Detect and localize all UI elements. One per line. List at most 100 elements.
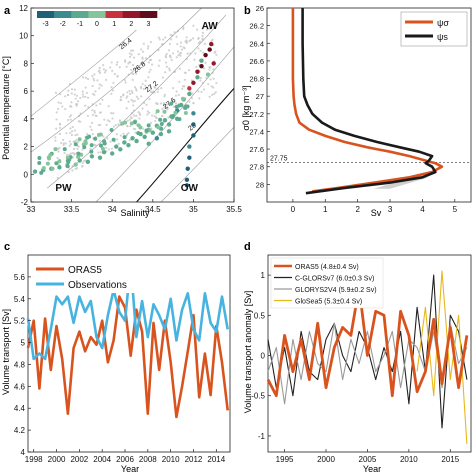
background-point	[145, 86, 148, 89]
data-point	[191, 80, 196, 86]
background-point	[129, 124, 132, 128]
y-tick-label: 0	[261, 352, 266, 361]
data-point	[184, 183, 190, 188]
background-point	[123, 78, 127, 82]
y-tick-label: 26.6	[249, 57, 264, 66]
y-tick-label: 12	[19, 4, 28, 13]
data-point	[109, 128, 114, 133]
background-point	[127, 73, 130, 76]
data-point	[142, 134, 147, 140]
background-point	[199, 79, 202, 82]
background-point	[55, 111, 58, 114]
background-point	[211, 22, 214, 25]
background-point	[148, 98, 151, 101]
annotation-pw: PW	[55, 183, 72, 194]
background-point	[84, 76, 88, 79]
y-tick-label: 6	[24, 87, 29, 96]
background-point	[208, 27, 211, 30]
background-point	[99, 151, 102, 154]
data-point	[187, 86, 192, 91]
background-point	[70, 88, 74, 91]
background-point	[119, 99, 123, 102]
background-point	[199, 49, 202, 52]
data-point	[50, 166, 55, 171]
background-point	[98, 83, 101, 86]
y-tick-label: 8	[24, 59, 29, 68]
data-point	[158, 117, 163, 122]
data-point	[191, 111, 196, 116]
background-point	[126, 91, 129, 94]
background-point	[57, 147, 60, 150]
background-point	[84, 86, 87, 89]
background-point	[100, 84, 103, 87]
data-point	[155, 109, 160, 114]
background-point	[208, 68, 211, 71]
y-tick-label: 0	[24, 170, 29, 179]
x-tick-label: 2010	[400, 455, 418, 464]
background-point	[153, 115, 156, 118]
x-tick-label: 2010	[162, 455, 180, 464]
background-point	[157, 88, 160, 91]
data-point	[57, 165, 62, 170]
background-point	[211, 93, 214, 96]
x-tick-label: 2004	[93, 455, 111, 464]
x-tick-label: 4	[420, 205, 425, 214]
background-point	[132, 114, 136, 117]
background-point	[171, 34, 174, 37]
background-point	[144, 84, 147, 87]
background-point	[64, 107, 67, 111]
background-point	[146, 113, 149, 116]
background-point	[77, 140, 80, 144]
data-point	[97, 155, 103, 160]
data-point	[77, 158, 82, 163]
background-point	[71, 169, 74, 172]
legend-label: ψσ	[437, 18, 449, 28]
background-point	[76, 100, 80, 103]
background-point	[210, 85, 213, 88]
background-cloud	[54, 22, 218, 179]
background-point	[108, 120, 111, 123]
background-point	[172, 105, 176, 108]
x-tick-label: 2006	[116, 455, 134, 464]
background-point	[90, 121, 94, 124]
background-point	[106, 119, 110, 122]
background-point	[164, 36, 167, 39]
background-point	[93, 73, 96, 76]
background-point	[135, 95, 139, 98]
y-tick-label: 26.4	[249, 39, 264, 48]
data-point	[76, 151, 81, 156]
background-point	[103, 71, 107, 74]
background-point	[70, 92, 73, 95]
legend: ORAS5 Observations	[32, 259, 142, 293]
y-tick-label: 5.6	[14, 273, 26, 282]
background-point	[156, 102, 159, 106]
background-point	[94, 114, 97, 117]
background-point	[166, 108, 169, 111]
panel-d: d 1995 2000 2005 2010 2015 -1 -0.5 0 0.5 1 ORAS5 (…	[243, 241, 472, 474]
background-point	[188, 39, 191, 43]
data-point	[205, 72, 211, 77]
colorbar-swatch	[122, 11, 141, 18]
y-tick-label: 4.6	[14, 382, 26, 391]
background-point	[71, 151, 75, 155]
colorbar-swatch	[54, 11, 72, 18]
background-point	[128, 139, 131, 142]
background-point	[77, 145, 80, 148]
background-point	[172, 52, 175, 55]
legend: ψσ ψs	[400, 11, 468, 47]
background-point	[59, 141, 63, 145]
background-point	[138, 113, 142, 116]
background-point	[202, 51, 205, 54]
data-point	[191, 122, 196, 127]
density-contour-27.2	[95, 46, 234, 202]
background-point	[61, 138, 65, 141]
background-point	[74, 167, 77, 170]
background-point	[110, 86, 113, 89]
y-tick-label: 4.2	[14, 426, 26, 435]
background-point	[142, 127, 145, 130]
y-tick-label: 4.4	[14, 404, 26, 413]
background-point	[115, 133, 118, 136]
background-point	[129, 116, 132, 119]
background-point	[67, 170, 70, 174]
background-point	[66, 93, 69, 97]
